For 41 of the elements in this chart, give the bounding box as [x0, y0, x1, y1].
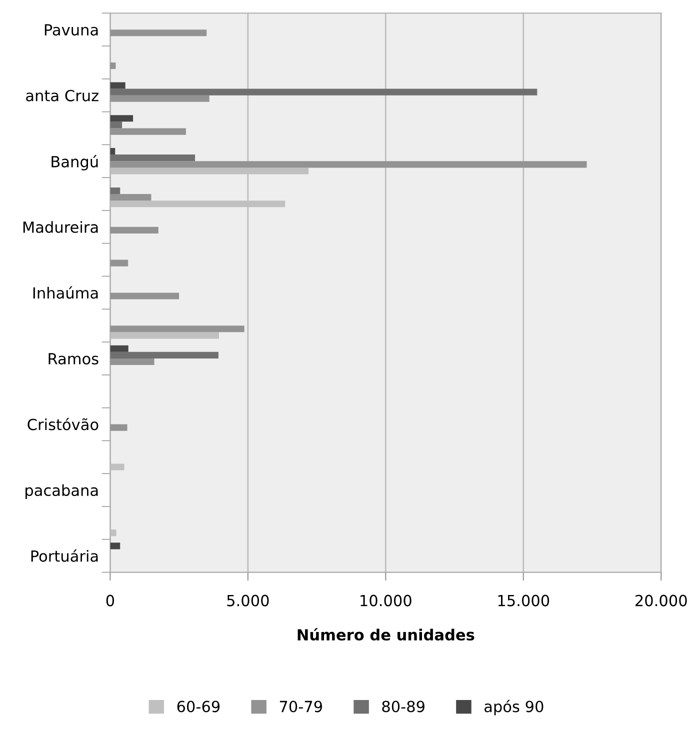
- x-tick-label: 0: [106, 594, 114, 606]
- bar: [110, 115, 134, 122]
- x-tick-label: 20.000: [636, 594, 687, 606]
- bar: [110, 187, 120, 194]
- bar: [110, 82, 126, 89]
- y-tick-label: Pavuna: [44, 24, 98, 36]
- x-axis-title: Número de unidades: [298, 628, 474, 641]
- legend-label: 80-89: [382, 700, 424, 712]
- bar: [110, 326, 244, 332]
- bar: [110, 424, 128, 431]
- y-tick-label: Madureira: [23, 221, 98, 233]
- y-tick-label: anta Cruz: [26, 90, 98, 102]
- y-tick-label: Cristóvão: [28, 418, 98, 430]
- y-tick-label: Portuária: [31, 549, 98, 562]
- bar: [110, 128, 186, 135]
- x-tick-label: 15.000: [498, 594, 550, 606]
- bar: [110, 345, 128, 352]
- bar: [110, 154, 196, 162]
- bar: [110, 260, 128, 266]
- y-tick-label: Bangú: [52, 155, 98, 170]
- bar: [110, 95, 210, 102]
- bar: [110, 542, 120, 550]
- legend-label: 60-69: [177, 700, 220, 712]
- x-tick-label: 10.000: [360, 594, 412, 606]
- bar: [110, 88, 538, 96]
- y-tick-label: pacabana: [26, 484, 98, 500]
- y-tick-label: Ramos: [48, 353, 98, 364]
- bar: [110, 352, 218, 358]
- bar: [110, 358, 154, 366]
- bar: [110, 292, 180, 300]
- x-tick-label: 5.000: [227, 594, 269, 606]
- bar: [110, 62, 116, 70]
- bar: [110, 226, 158, 234]
- bar: [110, 30, 207, 36]
- legend-label: 70-79: [280, 700, 322, 712]
- bar: [110, 161, 587, 168]
- bar: [110, 194, 152, 201]
- y-tick-label: Inhaúma: [33, 286, 98, 299]
- bar: [110, 122, 122, 128]
- legend-label: após 90: [484, 700, 544, 716]
- bar: [110, 148, 116, 155]
